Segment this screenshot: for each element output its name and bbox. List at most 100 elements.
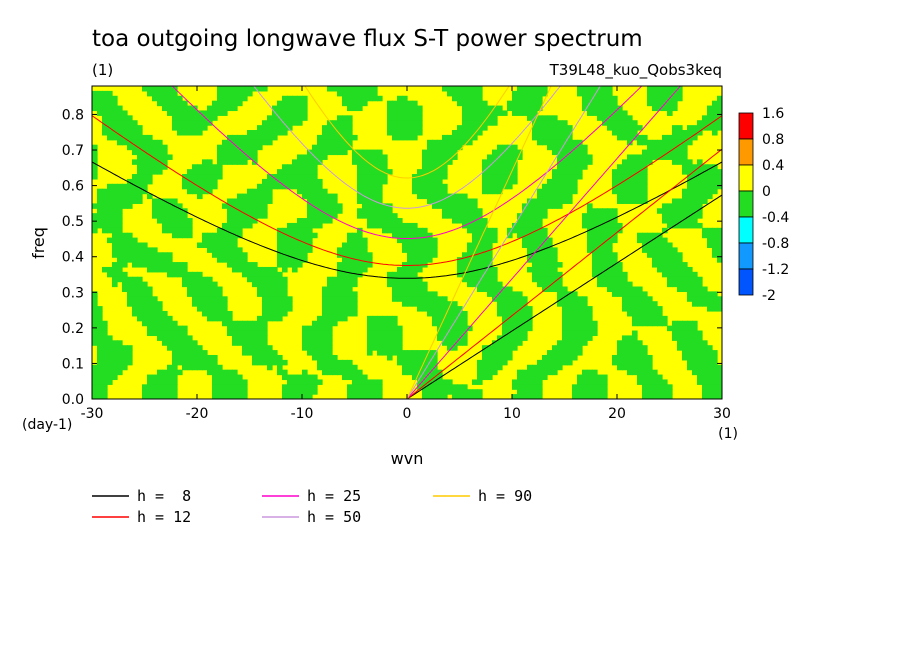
field-cell-negative [482, 178, 488, 185]
field-cell-negative [397, 227, 403, 234]
field-cell-negative [467, 203, 473, 209]
field-cell-negative [387, 115, 393, 121]
field-cell-negative [312, 379, 318, 385]
field-cell-negative [487, 345, 493, 351]
field-cell-negative [412, 354, 418, 361]
field-cell-negative [322, 345, 328, 351]
field-cell-negative [217, 105, 223, 112]
field-cell-negative [417, 169, 423, 175]
field-cell-negative [467, 325, 473, 332]
field-cell-negative [482, 374, 488, 381]
field-cell-negative [422, 154, 428, 160]
field-cell-negative [292, 222, 298, 229]
field-cell-negative [647, 315, 653, 322]
field-cell-negative [512, 340, 518, 346]
field-cell-negative [312, 345, 318, 351]
field-cell-negative [277, 169, 283, 175]
field-cell-negative [692, 340, 698, 346]
field-cell-negative [207, 286, 213, 293]
field-cell-negative [377, 335, 383, 341]
field-cell-negative [327, 286, 333, 293]
field-cell-negative [122, 247, 128, 253]
field-cell-negative [262, 178, 268, 185]
field-cell-negative [92, 144, 98, 151]
field-cell-negative [302, 379, 308, 385]
field-cell-negative [187, 345, 193, 351]
field-cell-negative [312, 188, 318, 195]
field-cell-negative [292, 379, 298, 385]
field-cell-negative [172, 100, 178, 107]
field-cell-negative [362, 86, 368, 92]
field-cell-negative [527, 100, 533, 107]
field-cell-negative [592, 252, 598, 258]
field-cell-negative [687, 169, 693, 175]
field-cell-negative [347, 120, 353, 126]
field-cell-negative [547, 183, 553, 190]
field-cell-negative [157, 394, 163, 399]
field-cell-negative [122, 203, 128, 209]
field-cell-negative [132, 125, 138, 131]
field-cell-negative [277, 183, 283, 190]
field-cell-negative [627, 350, 633, 356]
field-cell-negative [462, 389, 468, 395]
field-cell-negative [367, 345, 373, 351]
field-cell-negative [592, 218, 598, 224]
field-cell-negative [622, 364, 628, 371]
field-cell-negative [267, 364, 273, 371]
field-cell-negative [492, 364, 498, 371]
field-cell-negative [417, 178, 423, 185]
field-cell-negative [577, 296, 583, 302]
field-cell-negative [682, 330, 688, 337]
field-cell-negative [227, 394, 233, 399]
field-cell-negative [342, 266, 348, 273]
field-cell-negative [252, 340, 258, 346]
field-cell-negative [547, 262, 553, 268]
field-cell-negative [587, 330, 593, 337]
field-cell-negative [242, 384, 248, 390]
field-cell-negative [142, 144, 148, 151]
field-cell-negative [617, 110, 623, 116]
field-cell-negative [477, 242, 483, 248]
field-cell-negative [172, 369, 178, 376]
field-cell-negative [502, 301, 508, 307]
field-cell-negative [517, 218, 523, 224]
field-cell-negative [617, 354, 623, 361]
field-cell-negative [302, 325, 308, 332]
field-cell-negative [642, 139, 648, 146]
field-cell-negative [317, 315, 323, 322]
field-cell-negative [582, 384, 588, 390]
field-cell-negative [432, 242, 438, 248]
field-cell-negative [442, 310, 448, 317]
field-cell-negative [522, 203, 528, 209]
field-cell-negative [112, 354, 118, 361]
field-cell-negative [167, 271, 173, 278]
field-cell-negative [357, 394, 363, 399]
field-cell-negative [157, 218, 163, 224]
field-cell-negative [517, 330, 523, 337]
field-cell-negative [197, 354, 203, 361]
field-cell-negative [532, 379, 538, 385]
field-cell-negative [482, 369, 488, 376]
field-cell-negative [282, 174, 288, 180]
field-cell-negative [582, 149, 588, 156]
field-cell-negative [547, 281, 553, 288]
field-cell-negative [502, 149, 508, 156]
field-cell-negative [497, 310, 503, 317]
field-cell-negative [262, 325, 268, 332]
field-cell-negative [642, 174, 648, 180]
field-cell-negative [162, 218, 168, 224]
field-cell-negative [712, 306, 718, 312]
field-cell-negative [357, 198, 363, 204]
field-cell-negative [167, 252, 173, 258]
field-cell-negative [102, 394, 108, 399]
field-cell-negative [372, 86, 378, 92]
field-cell-negative [572, 169, 578, 175]
field-cell-negative [562, 144, 568, 151]
field-cell-negative [487, 178, 493, 185]
field-cell-negative [337, 276, 343, 283]
field-cell-negative [142, 178, 148, 185]
field-cell-negative [312, 389, 318, 395]
field-cell-negative [642, 237, 648, 244]
field-cell-negative [377, 149, 383, 156]
field-cell-negative [412, 301, 418, 307]
